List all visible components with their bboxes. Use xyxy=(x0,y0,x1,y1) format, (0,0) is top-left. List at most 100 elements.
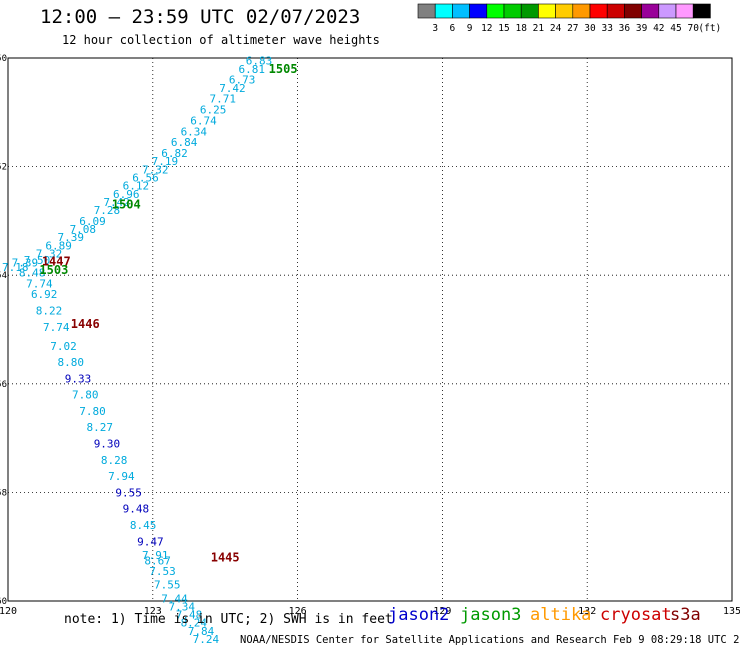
satellite-legend-item: altika xyxy=(530,605,592,625)
wave-height-label: 9.48 xyxy=(123,503,150,516)
wave-height-label: 7.48 xyxy=(176,609,203,622)
color-scale-label: 9 xyxy=(467,23,473,34)
wave-height-label: 6.92 xyxy=(31,288,58,301)
y-tick-label: -52 xyxy=(0,163,7,173)
wave-height-label: 9.55 xyxy=(115,486,142,499)
satellite-legend-item: jason3 xyxy=(460,605,522,625)
wave-height-label: 9.33 xyxy=(65,372,92,385)
wave-height-label: 7.71 xyxy=(210,93,237,106)
wave-height-label: 6.84 xyxy=(171,136,198,149)
footer-credit: NOAA/NESDIS Center for Satellite Applica… xyxy=(240,634,740,646)
time-label: 1505 xyxy=(269,62,298,76)
wave-height-label: 7.55 xyxy=(154,579,181,592)
wave-height-label: 7.28 xyxy=(94,204,121,217)
wave-height-label: 7.32 xyxy=(142,163,169,176)
color-swatch xyxy=(692,3,711,19)
color-scale-label: 18 xyxy=(515,23,527,34)
wave-height-label: 8.80 xyxy=(57,356,84,369)
wave-height-label: 7.44 xyxy=(161,592,188,605)
wave-height-label: 8.48 xyxy=(19,266,46,279)
color-scale-label: 6 xyxy=(450,23,456,34)
chart-title: 12:00 — 23:59 UTC 02/07/2023 xyxy=(40,6,361,28)
color-scale-label: 45 xyxy=(670,23,681,34)
y-tick-label: -54 xyxy=(0,271,7,281)
wave-height-label: 6.12 xyxy=(123,180,150,193)
wave-height-label: 6.83 xyxy=(246,55,273,68)
time-label: 1446 xyxy=(71,317,100,331)
y-tick-label: -60 xyxy=(0,597,7,607)
color-scale-label: 24 xyxy=(550,23,562,34)
wave-height-label: 7.53 xyxy=(149,565,176,578)
wave-height-label: 7.42 xyxy=(219,82,246,95)
wave-height-label: 7.18 xyxy=(2,261,29,274)
color-scale-label: 21 xyxy=(533,23,545,34)
x-tick-label: 123 xyxy=(144,606,162,617)
wave-height-label: 8.45 xyxy=(130,519,157,532)
satellite-legend-item: jason2 xyxy=(388,605,450,625)
wave-height-label: 6.73 xyxy=(229,74,256,87)
color-scale-label: 70 xyxy=(687,23,699,34)
wave-height-label: 8.27 xyxy=(86,421,113,434)
wave-height-label: 9.30 xyxy=(94,438,121,451)
wave-height-label: 6.56 xyxy=(132,171,159,184)
y-tick-label: -58 xyxy=(0,488,7,498)
color-scale-label: 15 xyxy=(498,23,509,34)
wave-height-label: 7.19 xyxy=(152,155,179,168)
wave-height-label: 7.50 xyxy=(24,254,51,267)
wave-height-label: 8.22 xyxy=(36,304,63,317)
wave-height-label: 6.09 xyxy=(79,215,106,228)
wave-height-label: 7.02 xyxy=(50,340,77,353)
time-label: 1504 xyxy=(112,198,141,212)
satellite-legend-item: s3a xyxy=(670,605,701,625)
color-scale-label: 12 xyxy=(481,23,492,34)
wave-height-label: 6.25 xyxy=(200,104,227,117)
wave-height-label: 6.81 xyxy=(238,63,265,76)
time-label: 1445 xyxy=(211,551,240,565)
x-tick-label: 126 xyxy=(289,606,307,617)
x-tick-label: 135 xyxy=(723,606,740,617)
y-tick-label: -50 xyxy=(0,54,7,64)
color-scale-label: 42 xyxy=(653,23,664,34)
wave-height-label: 7.34 xyxy=(169,600,196,613)
wave-height-label: 7.39 xyxy=(57,231,84,244)
chart-subtitle: 12 hour collection of altimeter wave hei… xyxy=(62,33,380,47)
color-scale-label: 3 xyxy=(432,23,438,34)
y-tick-label: -56 xyxy=(0,380,7,390)
wave-height-label: 7.42 xyxy=(103,196,130,209)
satellite-legend-item: cryosat xyxy=(600,605,672,625)
color-scale-label: 36 xyxy=(619,23,631,34)
wave-height-label: 7.84 xyxy=(188,625,215,638)
x-tick-label: 129 xyxy=(433,606,451,617)
wave-height-label: 6.74 xyxy=(190,114,217,127)
wave-height-label: 7.74 xyxy=(26,277,53,290)
x-tick-label: 132 xyxy=(578,606,596,617)
footer-note: note: 1) Time is in UTC; 2) SWH is in fe… xyxy=(64,612,393,627)
wave-height-label: 6.96 xyxy=(113,188,140,201)
wave-height-label: 8.67 xyxy=(144,554,171,567)
color-scale-legend: 3 6 9 12 15 18 21 24 27 30 33 36 39 42 45 70 (ft) xyxy=(417,3,721,34)
time-label: 1503 xyxy=(39,263,68,277)
x-tick-label: 120 xyxy=(0,606,17,617)
wave-height-label: 7.94 xyxy=(108,470,135,483)
wave-height-label: 8.28 xyxy=(101,454,128,467)
wave-height-label: 8.24 xyxy=(181,617,208,630)
wave-height-label: 7.74 xyxy=(43,321,70,334)
color-scale-label: 33 xyxy=(601,23,612,34)
plot-frame xyxy=(7,57,733,602)
wave-height-label: 6.82 xyxy=(161,147,188,160)
color-scale-label: 39 xyxy=(636,23,648,34)
time-label: 1447 xyxy=(42,255,71,269)
wave-height-label: 9.47 xyxy=(137,535,164,548)
wave-height-label: 7.24 xyxy=(193,633,220,646)
wave-height-label: 7.32 xyxy=(36,247,63,260)
wave-height-label: 7.08 xyxy=(70,223,97,236)
wave-height-label: 6.89 xyxy=(45,239,72,252)
wave-height-label: 7.80 xyxy=(72,389,99,402)
color-scale-unit: (ft) xyxy=(698,23,721,34)
color-scale-label: 27 xyxy=(567,23,578,34)
wave-height-label: 7.91 xyxy=(142,549,169,562)
wave-height-plot: 120 123 126 129 132 135 -50 -52 -54 -56 -58 -60 6.83… xyxy=(0,54,740,646)
wave-height-label: 7.39 xyxy=(12,257,39,270)
wave-height-label: 7.80 xyxy=(79,405,106,418)
